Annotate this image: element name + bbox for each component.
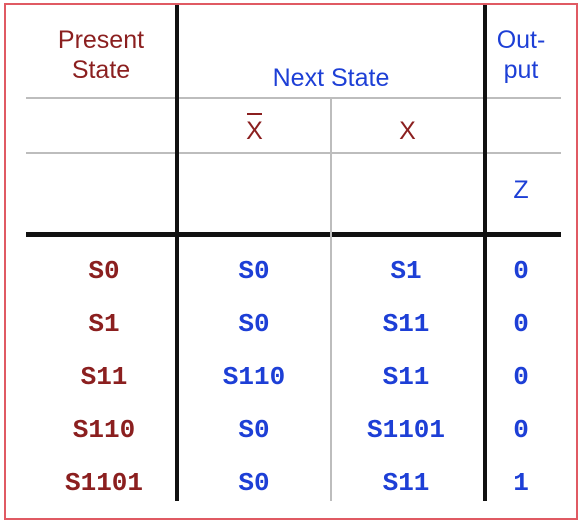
output-cell: 1	[513, 468, 529, 498]
next-state-x-cell: S11	[382, 468, 430, 498]
column-divider-next-output	[483, 5, 487, 501]
present-state-header: Present State	[34, 25, 168, 85]
x-bar-label: X	[246, 113, 263, 145]
next-state-xbar-cell: S0	[238, 256, 270, 286]
header-divider-1	[26, 97, 561, 99]
output-cell: 0	[513, 309, 529, 339]
column-divider-present-next	[175, 5, 179, 501]
x-header: X	[399, 117, 416, 145]
column-divider-next-xbar-x	[330, 99, 332, 501]
output-header: Out- put	[487, 25, 555, 85]
present-state-header-line2: State	[71, 56, 131, 84]
next-state-header: Next State	[272, 64, 390, 92]
output-cell: 0	[513, 256, 529, 286]
present-state-cell: S110	[72, 415, 136, 445]
next-state-xbar-cell: S110	[222, 362, 286, 392]
next-state-x-cell: S1101	[366, 415, 445, 445]
output-header-line2: put	[503, 56, 539, 84]
next-state-x-cell: S1	[390, 256, 422, 286]
header-divider-2	[26, 152, 561, 154]
output-cell: 0	[513, 415, 529, 445]
next-state-x-cell: S11	[382, 309, 430, 339]
output-cell: 0	[513, 362, 529, 392]
next-state-xbar-cell: S0	[238, 309, 270, 339]
z-header: Z	[513, 176, 529, 204]
next-state-x-cell: S11	[382, 362, 430, 392]
present-state-cell: S0	[88, 256, 120, 286]
present-state-cell: S11	[80, 362, 128, 392]
header-body-divider	[26, 232, 561, 237]
x-bar-header: X	[179, 113, 330, 146]
next-state-xbar-cell: S0	[238, 415, 270, 445]
state-table-frame: Present State Next State Out- put X X Z …	[4, 3, 578, 520]
present-state-cell: S1	[88, 309, 120, 339]
next-state-xbar-cell: S0	[238, 468, 270, 498]
present-state-cell: S1101	[64, 468, 143, 498]
present-state-header-line1: Present	[57, 26, 145, 54]
output-header-line1: Out-	[496, 26, 546, 54]
